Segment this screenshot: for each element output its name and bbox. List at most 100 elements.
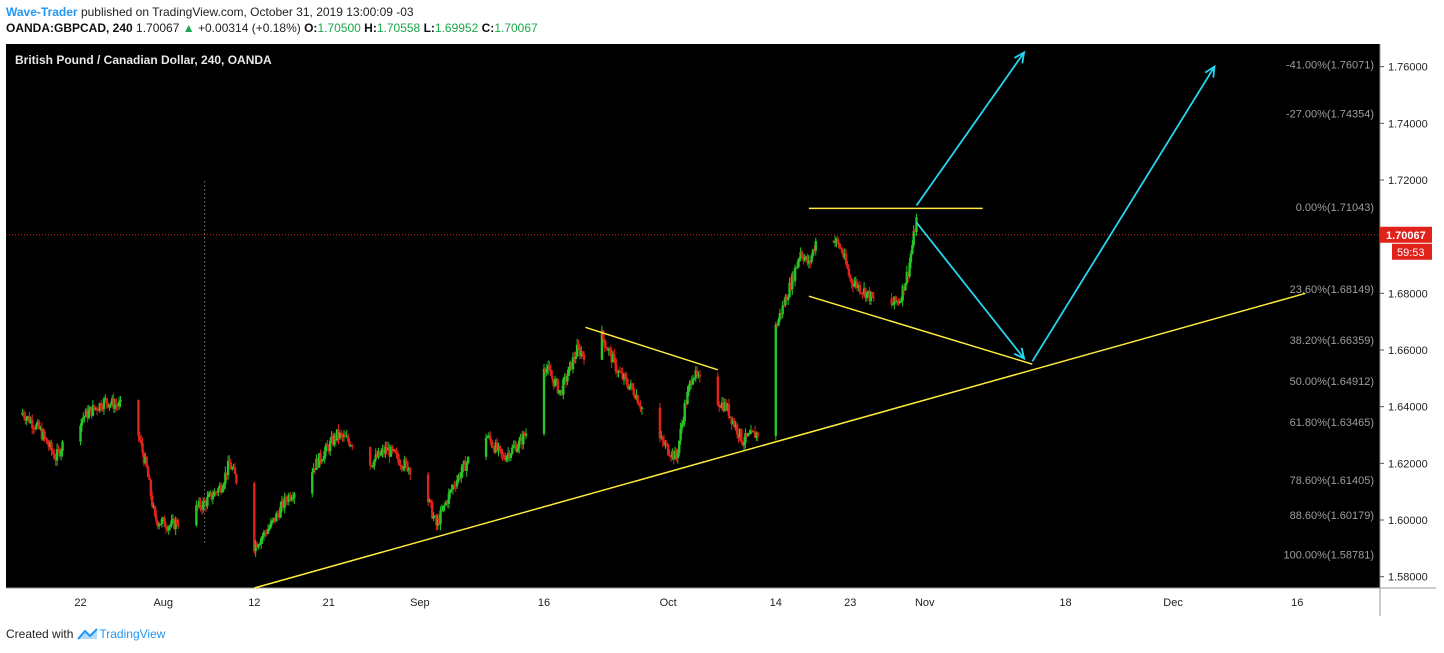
candle-body — [833, 241, 837, 243]
chart-container[interactable]: -41.00%(1.76071) -27.00%(1.74354) 0.00%(1.… — [6, 44, 1436, 616]
candle-body — [108, 404, 111, 408]
price-axis[interactable] — [1380, 44, 1436, 588]
candle-body — [615, 371, 619, 373]
time-axis[interactable] — [6, 588, 1380, 616]
candle-body — [396, 453, 399, 459]
candle-body — [611, 354, 615, 363]
candle-body — [22, 412, 26, 418]
candle-body — [621, 372, 624, 380]
candle-body — [675, 450, 678, 458]
candle-body — [551, 375, 554, 379]
candle-body — [484, 437, 488, 457]
candle-body — [840, 248, 844, 253]
candle-body — [905, 271, 909, 284]
candle-body — [370, 465, 373, 467]
candle-body — [436, 519, 439, 526]
plot-area[interactable] — [6, 44, 1380, 588]
candle-body — [464, 461, 467, 471]
candle-body — [455, 480, 459, 487]
candle-body — [497, 445, 500, 451]
candle-body — [31, 420, 34, 428]
candle-body — [160, 519, 164, 525]
candle-body — [753, 431, 757, 438]
candle-body — [832, 241, 835, 243]
candle-body — [553, 379, 557, 387]
candle-body — [437, 519, 441, 525]
candle-body — [26, 415, 30, 418]
candle-body — [460, 472, 463, 479]
candle-body — [902, 285, 906, 291]
candle-body — [323, 451, 326, 460]
candle-body — [693, 378, 696, 380]
publish-line: Wave-Trader published on TradingView.com… — [6, 4, 1436, 20]
candle-body — [857, 284, 860, 288]
candle-body — [109, 403, 113, 405]
candle-body — [163, 517, 166, 527]
candle-body — [388, 447, 391, 457]
candle-body — [378, 451, 382, 456]
price-chart[interactable]: -41.00%(1.76071) -27.00%(1.74354) 0.00%(1.… — [6, 44, 1436, 616]
candle-body — [454, 486, 457, 488]
candle-body — [138, 435, 142, 440]
candle-body — [872, 297, 875, 299]
candle-body — [792, 273, 795, 281]
candle-body — [465, 462, 468, 471]
candle-body — [330, 436, 333, 442]
candle-body — [508, 452, 511, 459]
candle-body — [326, 444, 329, 447]
candle-body — [291, 497, 295, 499]
trendline — [585, 326, 719, 371]
candle-body — [446, 501, 449, 504]
candle-body — [734, 424, 737, 427]
candle-body — [348, 441, 351, 446]
candle-body — [911, 245, 914, 254]
candle-body — [457, 474, 460, 481]
candle-body — [24, 417, 27, 421]
drawings[interactable] — [6, 50, 1380, 589]
candle-body — [156, 521, 159, 527]
author-link[interactable]: Wave-Trader — [6, 5, 78, 19]
candle-body — [490, 440, 493, 446]
candle-body — [87, 410, 90, 418]
candle-body — [203, 500, 206, 502]
candle-body — [678, 440, 681, 454]
candle-body — [368, 447, 372, 466]
candle-body — [371, 466, 375, 468]
candle-body — [375, 454, 379, 458]
candle-body — [522, 433, 525, 445]
candle-body — [208, 492, 212, 495]
candle-body — [730, 416, 733, 424]
candle-body — [148, 477, 151, 481]
candle-body — [117, 402, 121, 407]
candle-body — [152, 506, 155, 508]
candle-body — [756, 432, 760, 436]
candle-body — [637, 403, 641, 406]
candle-body — [199, 500, 202, 508]
y-tick-label: 1.60000 — [1388, 515, 1428, 527]
y-tick-label: 1.66000 — [1388, 345, 1428, 357]
candle-body — [61, 441, 64, 451]
candle-body — [432, 516, 435, 519]
candle-body — [798, 258, 801, 262]
candle-body — [802, 256, 805, 261]
close-label: C: — [481, 21, 495, 35]
candle-body — [909, 253, 913, 263]
candle-body — [157, 524, 161, 527]
candle-body — [786, 297, 790, 301]
candle-body — [397, 458, 401, 465]
candle-body — [613, 354, 616, 359]
candle-body — [580, 351, 583, 356]
candle-body — [255, 543, 259, 548]
candle-body — [151, 495, 154, 507]
candle-body — [901, 285, 904, 301]
tradingview-brand[interactable]: TradingView — [77, 627, 165, 641]
countdown-tag-bg — [1392, 243, 1432, 260]
candle-body — [50, 442, 53, 451]
candle-body — [524, 433, 528, 436]
candle-body — [79, 425, 82, 442]
candle-body — [311, 472, 314, 494]
fib-levels: -41.00%(1.76071) -27.00%(1.74354) 0.00%(1.… — [1283, 60, 1374, 562]
candle-body — [111, 398, 114, 404]
candle-body — [385, 447, 388, 451]
candle-body — [43, 431, 46, 438]
